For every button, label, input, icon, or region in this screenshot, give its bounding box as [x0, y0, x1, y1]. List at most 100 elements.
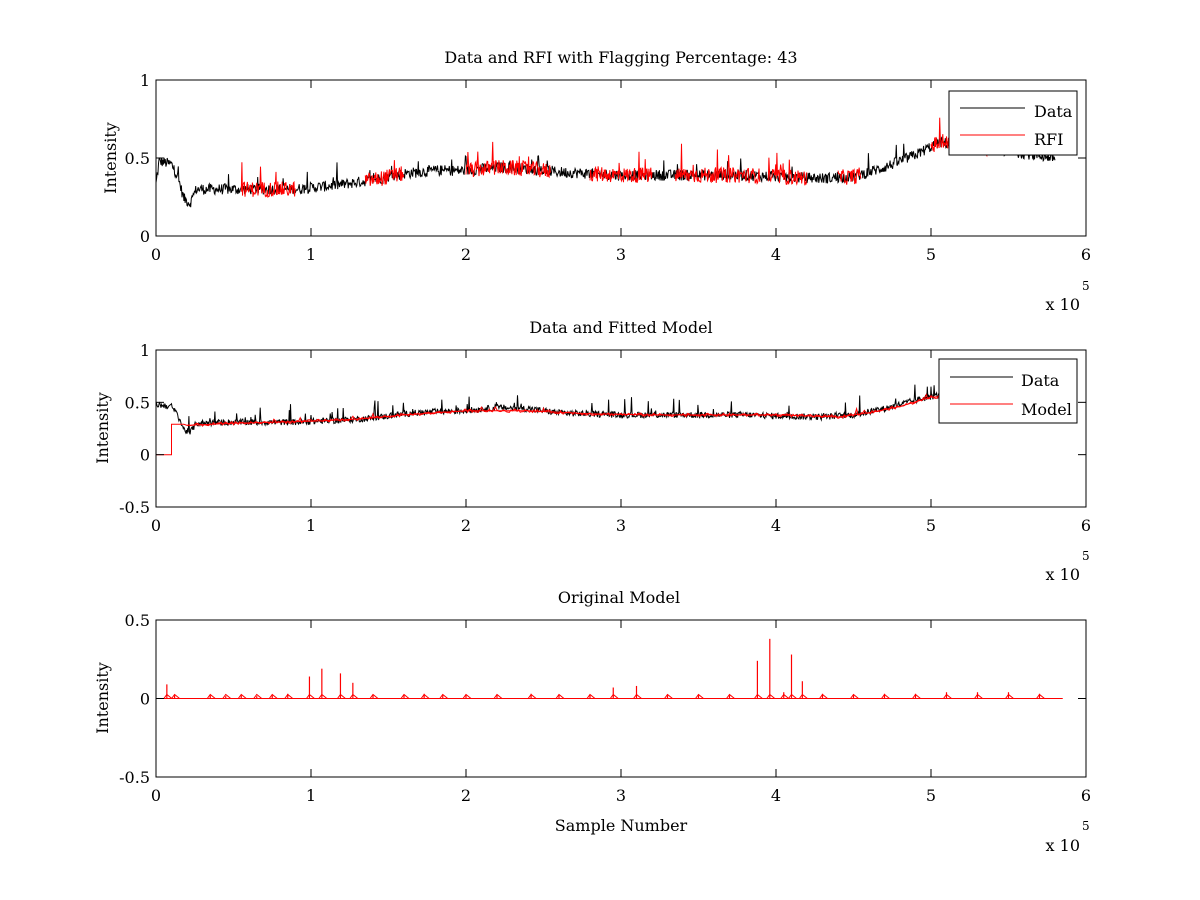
y-axis-label: Intensity [93, 662, 112, 734]
y-tick-label: -0.5 [119, 768, 150, 787]
model-spike-bump [369, 693, 379, 699]
series-line-rfi [767, 152, 808, 186]
x-tick-label: 1 [306, 786, 316, 805]
model-spike-bump [222, 693, 232, 699]
model-spike-bump [306, 693, 315, 699]
series-line-rfi [364, 160, 405, 186]
series-line-rfi [465, 141, 551, 179]
y-tick-label: 0.5 [125, 611, 150, 630]
model-spike-bump [493, 693, 503, 699]
legend-label-data: Data [1021, 371, 1060, 390]
model-spike-bump [695, 693, 704, 699]
model-spike-bump [586, 693, 596, 699]
model-spike-bump [1005, 693, 1014, 699]
model-spike-bump [754, 693, 763, 699]
model-spike-bump [349, 693, 359, 699]
model-spike-bump [253, 693, 263, 699]
legend-box [948, 90, 1078, 156]
subplot-original-model: Original Model 0 1 2 3 4 5 6-0.500.5 Intensity… [93, 588, 1091, 855]
y-tick-label: 0.5 [125, 393, 150, 412]
y-tick-label: 1 [140, 341, 150, 360]
model-spike-bump [726, 693, 735, 699]
model-spike-bump [237, 693, 247, 699]
model-spike-bump [609, 693, 619, 699]
subplot-data-model: Data and Fitted Model 0 1 2 3 4 5 6-0.500.51 I… [93, 318, 1091, 584]
legend-label-model: Model [1021, 400, 1072, 419]
model-spike-bump [881, 693, 890, 699]
legend-label-data: Data [1034, 102, 1073, 121]
x-multiplier-exponent: 5 [1082, 279, 1090, 293]
x-tick-label: 1 [306, 516, 316, 535]
tick-layer: 0 1 2 3 4 5 6 0 0.5 1 [125, 71, 1092, 264]
x-tick-label: 0 [151, 516, 161, 535]
model-spike-bump [400, 693, 410, 699]
x-multiplier: x 10 [1046, 295, 1080, 314]
x-multiplier: x 10 [1046, 565, 1080, 584]
series-line-rfi [837, 167, 862, 185]
model-spike-bump [420, 693, 430, 699]
model-spike-bump [974, 693, 983, 699]
series-line-model [156, 394, 1056, 456]
x-tick-label: 3 [616, 245, 626, 264]
series-line-rfi [589, 151, 653, 183]
legend-label-rfi: RFI [1034, 130, 1063, 149]
x-tick-label: 2 [461, 245, 471, 264]
model-spike-bump [206, 693, 216, 699]
model-spike-bump [819, 693, 828, 699]
y-tick-label: 0.5 [125, 149, 150, 168]
x-tick-label: 6 [1081, 786, 1091, 805]
tick-layer: 0 1 2 3 4 5 6-0.500.5 [119, 611, 1091, 805]
model-spike-bump [780, 693, 790, 699]
tick-layer: 0 1 2 3 4 5 6-0.500.51 [119, 341, 1091, 535]
model-spike-bump [633, 693, 642, 699]
series-line-rfi [674, 143, 761, 185]
model-spike-bump [943, 693, 952, 699]
y-axis-label: Intensity [93, 392, 112, 464]
model-spike-bump [788, 693, 797, 699]
x-multiplier-exponent: 5 [1082, 819, 1090, 833]
legend-box [938, 358, 1078, 424]
x-tick-label: 6 [1081, 245, 1091, 264]
model-spike-bump [766, 693, 776, 699]
x-tick-label: 0 [151, 245, 161, 264]
model-spike-bump [284, 693, 294, 699]
x-multiplier-exponent: 5 [1082, 549, 1090, 563]
x-tick-label: 3 [616, 786, 626, 805]
model-spike-bump [337, 693, 346, 699]
legend: Data RFI [948, 90, 1078, 156]
model-spike-bump [912, 693, 921, 699]
subplot-title: Original Model [558, 588, 680, 607]
x-tick-label: 4 [771, 786, 781, 805]
model-spike-bump [163, 693, 173, 699]
x-tick-label: 6 [1081, 516, 1091, 535]
model-spike-bump [318, 693, 328, 699]
x-tick-label: 3 [616, 516, 626, 535]
x-multiplier: x 10 [1046, 836, 1080, 855]
model-spike-bump [1036, 693, 1045, 699]
x-axis-label: Sample Number [555, 816, 688, 835]
model-spike-bump [798, 693, 808, 699]
y-tick-label: 0 [140, 446, 150, 465]
x-tick-label: 4 [771, 245, 781, 264]
subplot-title: Data and Fitted Model [529, 318, 712, 337]
model-spike-bump [462, 693, 472, 699]
y-tick-label: -0.5 [119, 498, 150, 517]
model-spike-bump [268, 693, 278, 699]
x-tick-label: 2 [461, 516, 471, 535]
model-spike-bump [439, 693, 449, 699]
y-tick-label: 0 [140, 690, 150, 709]
x-tick-label: 0 [151, 786, 161, 805]
subplot-title: Data and RFI with Flagging Percentage: 4… [444, 48, 797, 67]
model-spike-bump [171, 693, 180, 699]
x-tick-label: 5 [926, 786, 936, 805]
series-line-model-detail [186, 388, 1056, 427]
subplot-data-rfi: Data and RFI with Flagging Percentage: 4… [101, 48, 1091, 314]
x-tick-label: 2 [461, 786, 471, 805]
legend: Data Model [938, 358, 1078, 424]
model-spike-bump [555, 693, 565, 699]
y-tick-label: 0 [140, 227, 150, 246]
model-spike-bump [850, 693, 859, 699]
y-axis-label: Intensity [101, 122, 120, 194]
series-layer [155, 384, 1056, 456]
